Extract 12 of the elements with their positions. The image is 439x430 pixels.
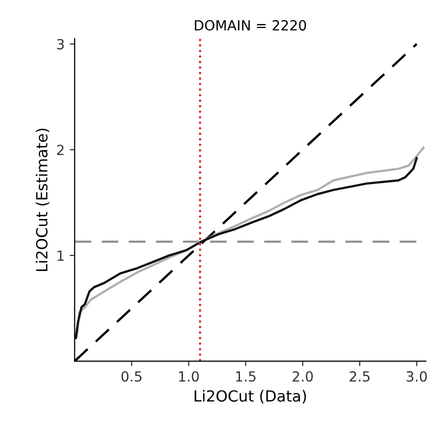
x-tick-label: 0.5 xyxy=(122,371,142,382)
y-tick-label: 1 xyxy=(58,250,64,261)
x-tick-label: 2.5 xyxy=(350,371,370,382)
y-axis-title: Li2OCut (Estimate) xyxy=(36,128,50,271)
x-tick-label: 1.5 xyxy=(236,371,256,382)
x-axis-title: Li2OCut (Data) xyxy=(194,390,306,404)
y-tick-label: 2 xyxy=(57,144,64,155)
y-tick-label: 3 xyxy=(57,38,64,50)
chart-title: DOMAIN = 2220 xyxy=(194,20,306,31)
x-tick-label: 3.0 xyxy=(406,371,427,382)
x-tick-label: 1.0 xyxy=(179,371,199,382)
x-tick-label: 2.0 xyxy=(292,371,313,382)
